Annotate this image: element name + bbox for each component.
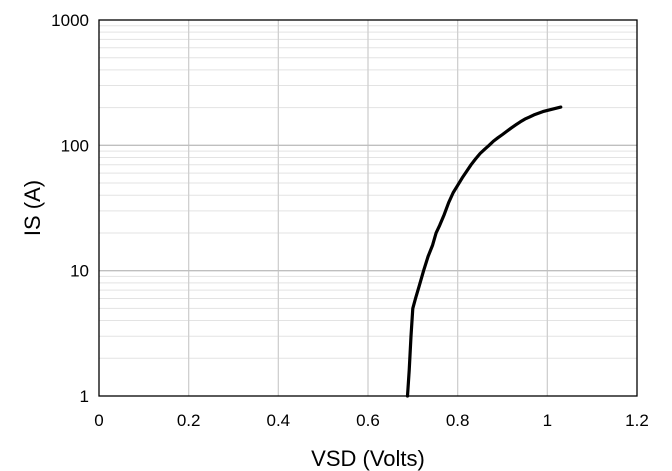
- x-tick-label: 0.4: [267, 411, 291, 430]
- y-tick-label: 1: [80, 387, 89, 406]
- x-axis-title: VSD (Volts): [311, 446, 425, 471]
- x-tick-label: 0.6: [356, 411, 380, 430]
- x-tick-labels: 0 0.2 0.4 0.6 0.8 1 1.2: [94, 411, 649, 430]
- y-tick-label: 1000: [51, 11, 89, 30]
- major-grid: [99, 20, 637, 396]
- y-tick-labels: 1 10 100 1000: [51, 11, 89, 406]
- y-tick-label: 100: [61, 136, 89, 155]
- x-tick-label: 1: [543, 411, 552, 430]
- x-tick-label: 0: [94, 411, 103, 430]
- y-tick-label: 10: [70, 262, 89, 281]
- y-axis-title: IS (A): [20, 180, 45, 236]
- plot-frame: [98, 19, 638, 397]
- x-tick-label: 1.2: [625, 411, 649, 430]
- x-tick-label: 0.2: [177, 411, 201, 430]
- series-line: [405, 105, 563, 398]
- x-tick-label: 0.8: [446, 411, 470, 430]
